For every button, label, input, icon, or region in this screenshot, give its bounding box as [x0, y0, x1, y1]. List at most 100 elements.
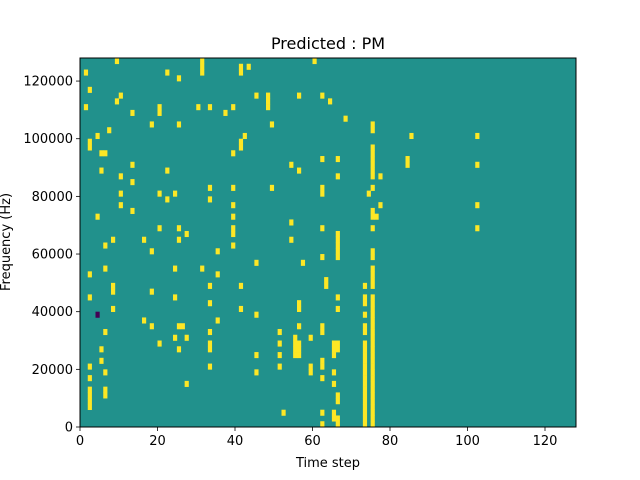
heatmap-cell-high: [238, 69, 244, 76]
heatmap-cell-high: [335, 398, 340, 405]
heatmap-cell-high: [99, 150, 104, 157]
heatmap-cell-high: [238, 63, 244, 70]
heatmap-cell-high: [331, 352, 337, 359]
heatmap-cell-high: [111, 305, 116, 312]
heatmap-cell-high: [231, 202, 236, 209]
heatmap-cell-high: [87, 392, 92, 399]
x-tick-label: 40: [227, 434, 244, 449]
heatmap-cell-high: [370, 415, 375, 422]
heatmap-cell-high: [475, 225, 480, 232]
heatmap-cell-high: [103, 150, 108, 157]
heatmap-cell-high: [165, 69, 170, 76]
heatmap-cell-high: [335, 242, 340, 249]
heatmap-cell-high: [149, 323, 154, 330]
heatmap-cell-high: [266, 104, 271, 111]
heatmap-cell-high: [374, 213, 379, 220]
heatmap-cell-high: [130, 207, 135, 214]
heatmap-cell-high: [281, 409, 286, 416]
heatmap-cell-high: [196, 104, 201, 111]
heatmap-cell-high: [297, 352, 302, 359]
heatmap-cell-high: [231, 213, 236, 220]
heatmap-cell-high: [370, 282, 375, 289]
heatmap-cell-high: [87, 294, 92, 301]
heatmap-cell-high: [297, 305, 302, 312]
heatmap-cell-high: [114, 58, 120, 65]
heatmap-cell-high: [180, 323, 185, 330]
y-axis-label: Frequency (Hz): [0, 193, 14, 291]
heatmap-cell-high: [370, 369, 375, 376]
heatmap-cell-high: [331, 346, 337, 353]
heatmap-cell-high: [362, 369, 368, 376]
heatmap-cell-high: [335, 421, 340, 428]
heatmap-cell-high: [370, 161, 375, 168]
heatmap-cell-high: [87, 363, 92, 370]
heatmap-cell-high: [149, 248, 154, 255]
heatmap-cell-high: [370, 265, 375, 272]
heatmap-cell-high: [370, 323, 375, 330]
heatmap-cell-high: [157, 340, 162, 347]
heatmap-cell-high: [370, 127, 375, 134]
heatmap-cell-high: [370, 340, 375, 347]
heatmap-cell-high: [200, 58, 205, 65]
heatmap-cell-high: [312, 58, 317, 65]
heatmap-cell-high: [362, 323, 368, 330]
heatmap-cell-high: [200, 265, 205, 272]
heatmap-cell-high: [475, 161, 480, 168]
heatmap-cell-high: [320, 323, 325, 330]
heatmap-cell-high: [362, 398, 368, 405]
heatmap-cell-high: [118, 92, 123, 99]
heatmap-cell-high: [99, 346, 104, 353]
heatmap-cell-high: [207, 363, 213, 370]
heatmap-cell-high: [308, 363, 313, 370]
heatmap-cell-high: [289, 219, 294, 226]
heatmap-cell-high: [362, 380, 368, 387]
heatmap-cell-high: [320, 328, 325, 336]
heatmap-cell-high: [320, 409, 325, 416]
heatmap-cell-high: [362, 403, 368, 411]
heatmap-cell-high: [254, 369, 259, 376]
heatmap-cell-high: [130, 109, 135, 116]
y-tick-label: 40000: [32, 305, 73, 320]
heatmap-cell-high: [269, 184, 275, 191]
heatmap-cell-high: [335, 230, 340, 238]
x-tick-label: 20: [149, 434, 166, 449]
plot-frame: [79, 57, 577, 428]
heatmap-cell-high: [362, 328, 368, 336]
heatmap-cell-high: [165, 196, 170, 203]
heatmap-cell-high: [335, 346, 340, 353]
heatmap-cell-high: [300, 259, 306, 266]
heatmap-cell-high: [378, 202, 383, 209]
heatmap-cell-high: [176, 225, 182, 232]
x-axis-label: Time step: [295, 456, 360, 471]
x-tick-label: 0: [76, 434, 84, 449]
heatmap-cell-high: [149, 121, 154, 128]
heatmap-cell-high: [370, 357, 375, 364]
heatmap-cell-high: [142, 236, 147, 243]
heatmap-cell-high: [370, 352, 375, 359]
heatmap-cell-high: [362, 340, 368, 347]
heatmap-cell-high: [370, 207, 375, 214]
y-tick-label: 80000: [32, 190, 73, 205]
heatmap-cell-high: [370, 311, 375, 318]
heatmap-cell-high: [184, 334, 189, 341]
heatmap-cell-high: [370, 213, 375, 220]
heatmap-cell-high: [111, 288, 116, 295]
heatmap-cell-high: [370, 398, 375, 405]
heatmap-cell-high: [405, 156, 410, 163]
heatmap-cell-high: [308, 334, 313, 341]
x-axis: 0 20 40 60 80 100 120: [76, 427, 557, 449]
heatmap-cell-high: [95, 132, 100, 140]
heatmap-cell-high: [130, 161, 135, 168]
heatmap-cell-high: [343, 115, 348, 122]
heatmap-cell-high: [266, 98, 271, 105]
heatmap-cell-high: [370, 375, 375, 382]
heatmap-cell-high: [297, 167, 302, 174]
heatmap-cell-high: [308, 369, 313, 376]
heatmap-cell-high: [378, 173, 383, 180]
heatmap-cell-high: [475, 132, 480, 140]
heatmap-cell-high: [289, 236, 294, 243]
heatmap-cell-high: [87, 398, 92, 405]
heatmap-cell-high: [277, 363, 282, 370]
heatmap-background: [80, 58, 576, 427]
heatmap-cell-high: [83, 104, 89, 111]
